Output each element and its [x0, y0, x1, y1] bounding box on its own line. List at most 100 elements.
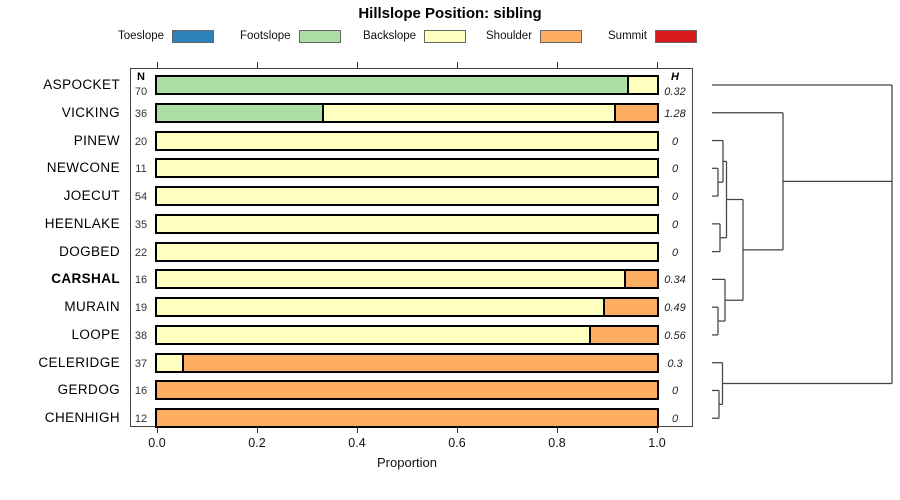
x-tick-top — [257, 62, 258, 68]
x-tick-top — [657, 62, 658, 68]
row-label-vicking: VICKING — [61, 104, 120, 120]
segment-shoulder — [184, 354, 657, 371]
x-axis-title: Proportion — [377, 455, 437, 470]
n-value: 16 — [134, 385, 148, 398]
h-value: 0.3 — [667, 357, 683, 370]
n-value: 19 — [134, 302, 148, 315]
stacked-bar-celeridge — [155, 352, 659, 373]
x-tick-label: 0.0 — [148, 436, 166, 450]
legend-item-footslope: Footslope — [240, 27, 341, 45]
row-label-gerdog: GERDOG — [57, 382, 120, 398]
segment-shoulder — [591, 326, 657, 343]
x-tick-top — [157, 62, 158, 68]
stacked-bar-murain — [155, 297, 659, 318]
segment-shoulder — [604, 299, 657, 316]
segment-footslope — [157, 104, 324, 121]
segment-shoulder — [157, 382, 657, 399]
h-value: 0 — [671, 191, 679, 204]
x-tick-label: 0.8 — [548, 436, 566, 450]
segment-backslope — [157, 299, 605, 316]
h-value: 0 — [671, 218, 679, 231]
row-label-celeridge: CELERIDGE — [38, 354, 120, 370]
n-value: 37 — [134, 357, 148, 370]
row-label-murain: MURAIN — [64, 299, 120, 315]
row-label-newcone: NEWCONE — [46, 160, 120, 176]
stacked-bar-carshal — [155, 269, 659, 290]
legend-swatch-summit-icon — [654, 29, 697, 43]
row-label-joecut: JOECUT — [63, 188, 120, 204]
segment-backslope — [157, 160, 657, 177]
n-value: 54 — [134, 191, 148, 204]
segment-backslope — [157, 188, 657, 205]
h-value: 0.34 — [664, 274, 686, 287]
segment-shoulder — [615, 104, 657, 121]
h-value: 0.56 — [664, 329, 686, 342]
stacked-bar-vicking — [155, 102, 659, 123]
n-value: 38 — [134, 329, 148, 342]
h-value: 0 — [671, 246, 679, 259]
row-label-pinew: PINEW — [73, 132, 120, 148]
n-value: 22 — [134, 246, 148, 259]
stacked-bar-heenlake — [155, 213, 659, 234]
n-value: 20 — [134, 135, 148, 148]
legend-item-shoulder: Shoulder — [486, 27, 583, 45]
segment-backslope — [157, 132, 657, 149]
legend-swatch-backslope-icon — [424, 29, 467, 43]
x-tick-bottom — [557, 427, 558, 433]
x-tick-bottom — [157, 427, 158, 433]
n-value: 16 — [134, 274, 148, 287]
stacked-bar-chenhigh — [155, 408, 659, 429]
n-value: 35 — [134, 218, 148, 231]
legend-label: Backslope — [363, 30, 417, 42]
stacked-bar-gerdog — [155, 380, 659, 401]
legend-label: Shoulder — [486, 30, 533, 42]
n-value: 36 — [134, 107, 148, 120]
n-value: 70 — [134, 86, 148, 98]
row-label-aspocket: ASPOCKET — [43, 77, 120, 92]
stacked-bar-newcone — [155, 158, 659, 179]
legend-item-backslope: Backslope — [363, 27, 467, 45]
segment-backslope — [157, 271, 626, 288]
n-value: 11 — [135, 163, 147, 176]
x-tick-top — [457, 62, 458, 68]
h-value: 0 — [671, 163, 679, 176]
row-label-heenlake: HEENLAKE — [44, 215, 120, 231]
segment-shoulder — [157, 410, 657, 427]
stacked-bar-loope — [155, 324, 659, 345]
h-column-header: H — [671, 71, 679, 83]
x-tick-bottom — [457, 427, 458, 433]
x-tick-label: 1.0 — [648, 436, 666, 450]
segment-backslope — [157, 326, 591, 343]
segment-backslope — [628, 77, 657, 93]
segment-backslope — [157, 243, 657, 260]
segment-backslope — [323, 104, 616, 121]
x-tick-label: 0.4 — [348, 436, 366, 450]
legend-swatch-footslope-icon — [298, 29, 341, 43]
x-tick-bottom — [357, 427, 358, 433]
legend-label: Footslope — [240, 30, 291, 42]
segment-backslope — [157, 215, 657, 232]
stacked-bar-pinew — [155, 130, 659, 151]
row-label-carshal: CARSHAL — [51, 271, 120, 287]
legend-item-summit: Summit — [608, 27, 697, 45]
legend-item-toeslope: Toeslope — [118, 27, 215, 45]
h-value: 0.32 — [664, 86, 686, 98]
stacked-bar-aspocket — [155, 75, 659, 95]
stacked-bar-dogbed — [155, 241, 659, 262]
x-tick-top — [557, 62, 558, 68]
x-tick-bottom — [657, 427, 658, 433]
row-label-dogbed: DOGBED — [59, 243, 120, 259]
n-value: 12 — [134, 413, 148, 426]
stacked-bar-joecut — [155, 186, 659, 207]
segment-shoulder — [625, 271, 657, 288]
x-tick-bottom — [257, 427, 258, 433]
row-label-loope: LOOPE — [71, 326, 120, 342]
chart-title: Hillslope Position: sibling — [358, 5, 542, 22]
legend-label: Toeslope — [118, 30, 165, 42]
segment-footslope — [157, 77, 629, 93]
x-tick-label: 0.6 — [448, 436, 466, 450]
h-value: 0 — [671, 385, 679, 398]
h-value: 0 — [671, 413, 679, 426]
row-label-chenhigh: CHENHIGH — [44, 410, 120, 426]
